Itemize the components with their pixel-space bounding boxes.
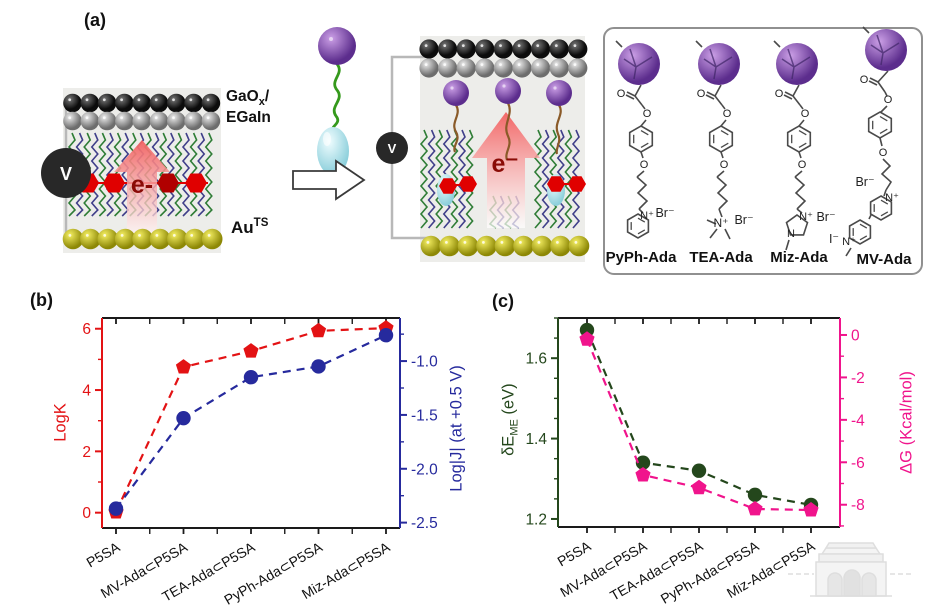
bottom-electrode-label: AuTS	[231, 217, 269, 237]
y-tick-label: -2	[851, 370, 865, 387]
y-tick-label: -2.5	[411, 515, 438, 532]
data-point-marker	[176, 410, 191, 426]
atom-label: O	[879, 147, 888, 159]
counterion-label: Br⁻	[816, 210, 835, 224]
chart-c: 1.2 1.4 1.6 0 -2 -4 -6 -8 P5SA MV-Ada⊂P5SA TEA-Ada…	[478, 288, 929, 610]
panel-b-label: (b)	[30, 290, 53, 310]
electron-label-right: e⁻	[491, 150, 518, 178]
chart-b-x-axis: P5SAMV-Ada⊂P5SATEA-Ada⊂P5SAPyPh-Ada⊂P5SA…	[83, 318, 393, 608]
top-electrode-label-line2: EGaIn	[226, 109, 271, 126]
voltmeter-left-label: V	[60, 164, 72, 184]
chart-b-left-axis: 0 2 4 6	[82, 321, 102, 522]
y-tick-label: -1.5	[411, 407, 438, 424]
y-tick-label: -4	[851, 412, 865, 429]
data-point-marker	[243, 370, 259, 385]
axis-title-dg: ΔG (Kcal/mol)	[897, 371, 916, 474]
axis-title-logk: LogK	[51, 403, 70, 442]
atom-label: O	[720, 159, 729, 171]
y-tick-label: 1.6	[525, 351, 547, 368]
electron-label-left: e-	[131, 171, 153, 199]
molecule-name-tea-ada: TEA-Ada	[689, 249, 753, 266]
atom-label: N⁺	[714, 216, 729, 230]
y-tick-label: -1.0	[411, 354, 438, 371]
data-point-marker	[579, 331, 595, 346]
chart-b-series-0	[108, 320, 394, 519]
panel-a-shapes	[41, 26, 923, 275]
chart-b: 0 2 4 6 -1.0 -1.5 -2.0 -2.5 P5SA MV-Ada⊂P5SA TEA-A…	[28, 288, 468, 610]
atom-label: N	[787, 228, 795, 240]
atom-label: O	[640, 159, 649, 171]
data-point-marker	[108, 501, 124, 516]
atom-label: O	[801, 108, 810, 120]
y-tick-label: 2	[82, 444, 91, 461]
data-point-marker	[175, 359, 192, 374]
atom-label: O	[697, 88, 706, 100]
atom-label: O	[798, 159, 807, 171]
atom-label: N⁺	[640, 210, 654, 222]
counterion-label: Br⁻	[855, 175, 874, 189]
voltmeter-right-label: V	[388, 141, 397, 156]
molecule-name-mv-ada: MV-Ada	[856, 251, 912, 268]
x-tick-label: P5SA	[554, 537, 594, 569]
y-tick-label: 6	[82, 321, 91, 338]
atom-label: N⁺	[885, 192, 899, 204]
chart-b-series-1	[108, 328, 394, 516]
chart-b-right-axis: -1.0 -1.5 -2.0 -2.5	[400, 333, 438, 532]
y-tick-label: 0	[82, 505, 91, 522]
data-point-marker	[635, 455, 651, 470]
y-tick-label: 1.4	[525, 431, 547, 448]
watermark-building	[788, 542, 914, 597]
x-tick-label: TEA-Ada⊂P5SA	[607, 537, 706, 603]
top-electrode-label-line1: GaOx/	[226, 88, 270, 108]
data-point-marker	[311, 359, 326, 374]
y-tick-label: -8	[851, 497, 865, 514]
data-point-marker	[747, 501, 763, 516]
data-point-marker	[691, 463, 707, 478]
x-tick-label: PyPh-Ada⊂P5SA	[658, 537, 762, 606]
data-point-marker	[243, 343, 259, 358]
data-point-marker	[747, 487, 763, 503]
atom-label: N⁺	[842, 236, 856, 248]
chart-c-left-axis: 1.2 1.4 1.6	[525, 317, 558, 528]
atom-label: N⁺	[799, 211, 813, 223]
counterion-label: Br⁻	[734, 213, 753, 227]
axis-title-deme: δEME (eV)	[499, 383, 521, 456]
molecule-name-miz-ada: Miz-Ada	[770, 249, 828, 266]
panel-a-label: (a)	[84, 10, 106, 30]
data-point-marker	[803, 502, 819, 517]
y-tick-label: -6	[851, 455, 865, 472]
data-point-marker	[691, 479, 707, 495]
atom-label: O	[860, 74, 869, 86]
chart-c-x-axis: P5SAMV-Ada⊂P5SATEA-Ada⊂P5SAPyPh-Ada⊂P5SA…	[554, 318, 818, 607]
data-point-marker	[635, 467, 651, 482]
atom-label: O	[643, 108, 652, 120]
y-tick-label: -2.0	[411, 461, 438, 478]
panel-c-label: (c)	[492, 291, 514, 311]
data-point-marker	[579, 322, 595, 338]
axis-title-logj: Log|J| (at +0.5 V)	[447, 365, 466, 492]
atom-label: O	[775, 88, 784, 100]
chart-b-plot: 0 2 4 6 -1.0 -1.5 -2.0 -2.5 P5SAMV-Ada⊂P5SATEA-A…	[82, 317, 438, 608]
data-point-marker	[310, 322, 327, 338]
data-point-marker	[378, 328, 394, 343]
x-tick-label: P5SA	[83, 538, 123, 570]
y-tick-label: 1.2	[525, 511, 547, 528]
y-tick-label: 4	[82, 383, 91, 400]
chart-c-right-axis: 0 -2 -4 -6 -8	[840, 327, 865, 527]
molecule-name-pyph-ada: PyPh-Ada	[606, 249, 678, 266]
atom-label: O	[884, 94, 893, 106]
atom-label: O	[723, 108, 732, 120]
y-tick-label: 0	[851, 327, 860, 344]
chart-c-plot: 1.21.41.60-2-4-6-8P5SAMV-Ada⊂P5SATEA-Ada…	[525, 317, 865, 607]
chart-c-series-1	[579, 331, 819, 517]
counterion-label: Br⁻	[655, 206, 674, 220]
atom-label: O	[617, 88, 626, 100]
counterion-label: I⁻	[829, 232, 839, 246]
chart-c-series-0	[579, 322, 819, 513]
